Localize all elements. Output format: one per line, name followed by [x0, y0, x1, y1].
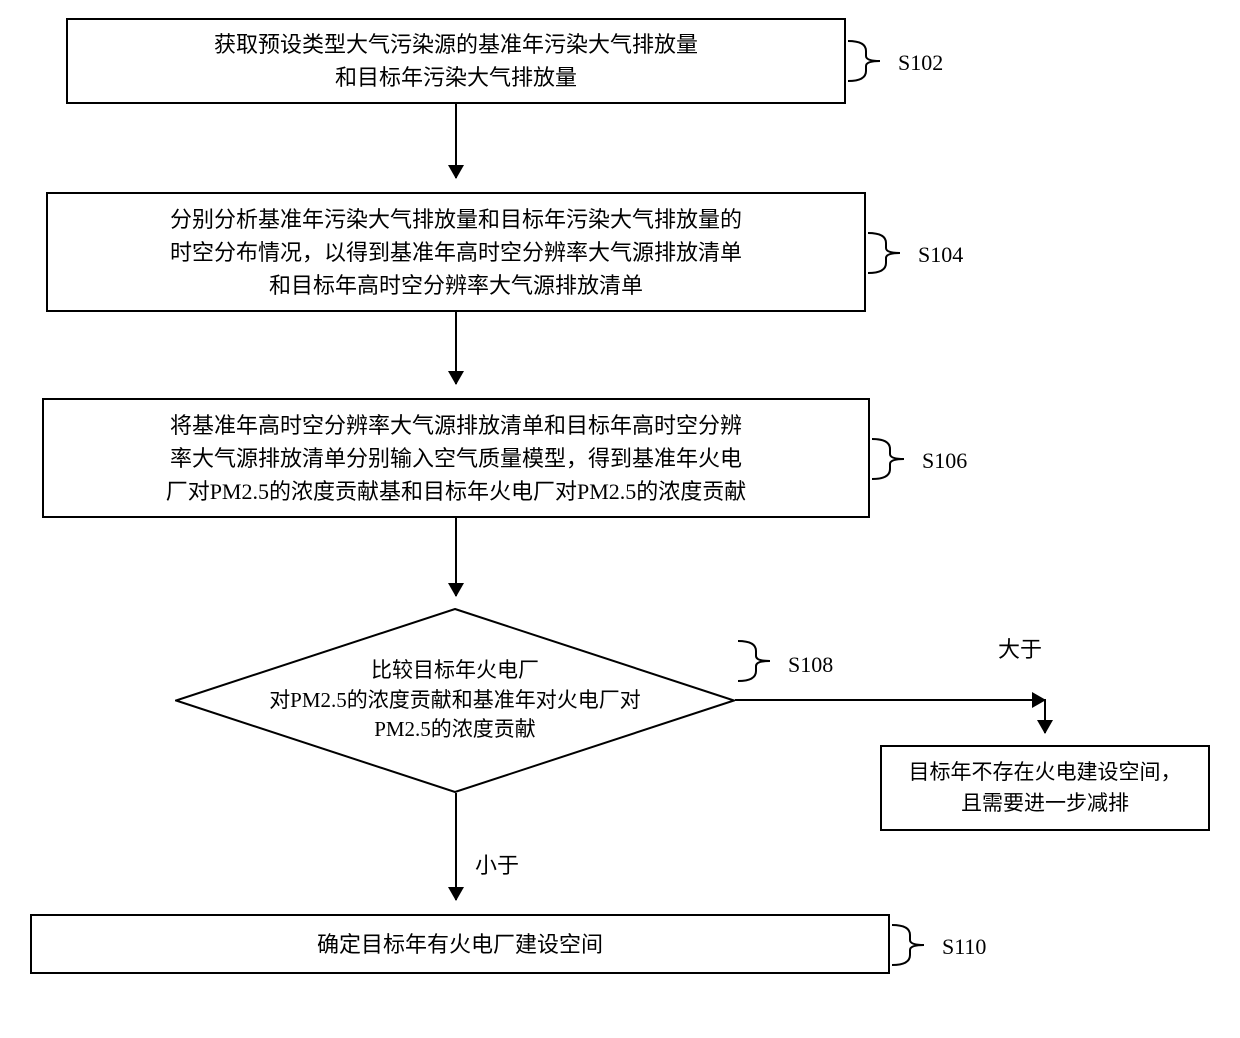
step-s108-diamond: 比较目标年火电厂对PM2.5的浓度贡献和基准年对火电厂对PM2.5的浓度贡献 — [175, 608, 735, 793]
brace-s104 — [866, 232, 910, 274]
arrow-s108-side-v — [1044, 699, 1046, 733]
step-side-box: 目标年不存在火电建设空间，且需要进一步减排 — [880, 745, 1210, 831]
arrow-s102-s104 — [455, 104, 457, 178]
step-label-s110: S110 — [942, 934, 986, 960]
brace-s108 — [736, 640, 780, 682]
step-label-s102: S102 — [898, 50, 943, 76]
step-label-s106: S106 — [922, 448, 967, 474]
edge-label-greater: 大于 — [998, 632, 1042, 664]
step-s110-box: 确定目标年有火电厂建设空间 — [30, 914, 890, 974]
arrow-s108-side-h — [735, 699, 1045, 701]
step-s104-text: 分别分析基准年污染大气排放量和目标年污染大气排放量的时空分布情况，以得到基准年高… — [170, 203, 742, 302]
arrow-s108-s110 — [455, 793, 457, 900]
step-label-s104: S104 — [918, 242, 963, 268]
arrow-s106-s108 — [455, 518, 457, 596]
step-label-s108: S108 — [788, 652, 833, 678]
step-s102-box: 获取预设类型大气污染源的基准年污染大气排放量和目标年污染大气排放量 — [66, 18, 846, 104]
step-s110-text: 确定目标年有火电厂建设空间 — [317, 928, 603, 961]
brace-s110 — [890, 924, 934, 966]
brace-s106 — [870, 438, 914, 480]
brace-s102 — [846, 40, 890, 82]
step-s106-text: 将基准年高时空分辨率大气源排放清单和目标年高时空分辨率大气源排放清单分别输入空气… — [166, 409, 747, 508]
step-s108-text: 比较目标年火电厂对PM2.5的浓度贡献和基准年对火电厂对PM2.5的浓度贡献 — [269, 656, 641, 744]
edge-label-less: 小于 — [475, 848, 519, 880]
step-side-text: 目标年不存在火电建设空间，且需要进一步减排 — [909, 757, 1182, 820]
arrow-s104-s106 — [455, 312, 457, 384]
step-s106-box: 将基准年高时空分辨率大气源排放清单和目标年高时空分辨率大气源排放清单分别输入空气… — [42, 398, 870, 518]
step-s104-box: 分别分析基准年污染大气排放量和目标年污染大气排放量的时空分布情况，以得到基准年高… — [46, 192, 866, 312]
step-s102-text: 获取预设类型大气污染源的基准年污染大气排放量和目标年污染大气排放量 — [214, 28, 698, 94]
